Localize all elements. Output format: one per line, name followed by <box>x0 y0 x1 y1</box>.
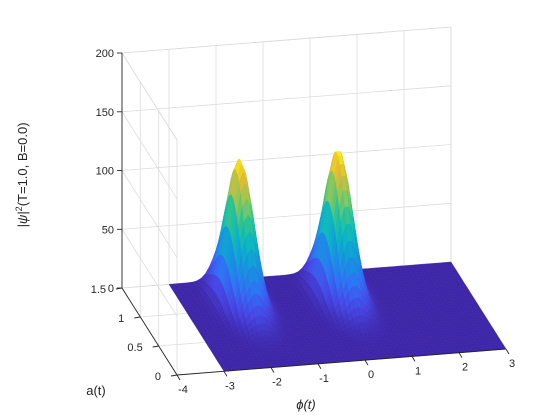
y-tick-label: 0 <box>155 371 161 383</box>
x-tick-label: 0 <box>368 369 374 381</box>
side-wall-gridline-z <box>121 111 178 200</box>
z-axis-label-suffix: (T=1.0, B=0.0) <box>15 122 30 206</box>
x-tick-label: 2 <box>462 362 468 374</box>
x-tick-label: 3 <box>509 358 515 370</box>
x-tick-mark <box>364 359 369 366</box>
z-tick-label: 150 <box>96 107 114 119</box>
x-tick-mark <box>458 352 463 358</box>
x-tick-mark <box>223 371 228 377</box>
back-wall-gridline-z <box>121 85 452 113</box>
x-tick-label: 1 <box>415 365 421 377</box>
y-tick-mark <box>134 316 141 319</box>
box-edge <box>121 26 452 54</box>
x-tick-mark <box>505 348 510 355</box>
x-tick-mark <box>270 367 275 373</box>
x-tick-mark <box>317 363 322 370</box>
back-wall-gridline-z <box>121 202 452 230</box>
x-axis-line <box>176 348 507 376</box>
side-wall-gridline-z <box>121 229 178 317</box>
z-tick-label: 50 <box>102 224 114 236</box>
z-axis-label-prefix: |ψ| <box>15 211 30 227</box>
z-tick-label: 0 <box>108 283 114 295</box>
surface-layer <box>168 150 507 372</box>
y-tick-label: 1.5 <box>91 284 106 296</box>
y-axis-label: a(t) <box>86 383 106 398</box>
y-tick-label: 0.5 <box>127 342 142 354</box>
side-wall-gridline-z <box>121 170 178 258</box>
x-tick-label: -4 <box>178 384 188 396</box>
x-tick-mark <box>411 356 416 362</box>
x-tick-label: -1 <box>319 373 329 385</box>
y-tick-mark <box>170 374 178 377</box>
x-tick-label: -2 <box>272 377 282 389</box>
x-axis-label: ϕ(t) <box>296 397 316 412</box>
y-axis-line <box>121 287 178 376</box>
back-wall-gridline-z <box>121 144 452 171</box>
z-axis-label-sup: 2 <box>14 206 24 211</box>
x-tick-mark <box>176 374 181 381</box>
x-tick-label: -3 <box>225 380 235 392</box>
z-tick-label: 100 <box>96 166 114 178</box>
z-tick-label: 200 <box>96 48 114 60</box>
y-tick-mark <box>152 345 159 348</box>
y-tick-label: 1 <box>118 313 124 325</box>
z-axis-label: |ψ|2(T=1.0, B=0.0) <box>14 122 30 227</box>
box-edge <box>121 52 178 141</box>
